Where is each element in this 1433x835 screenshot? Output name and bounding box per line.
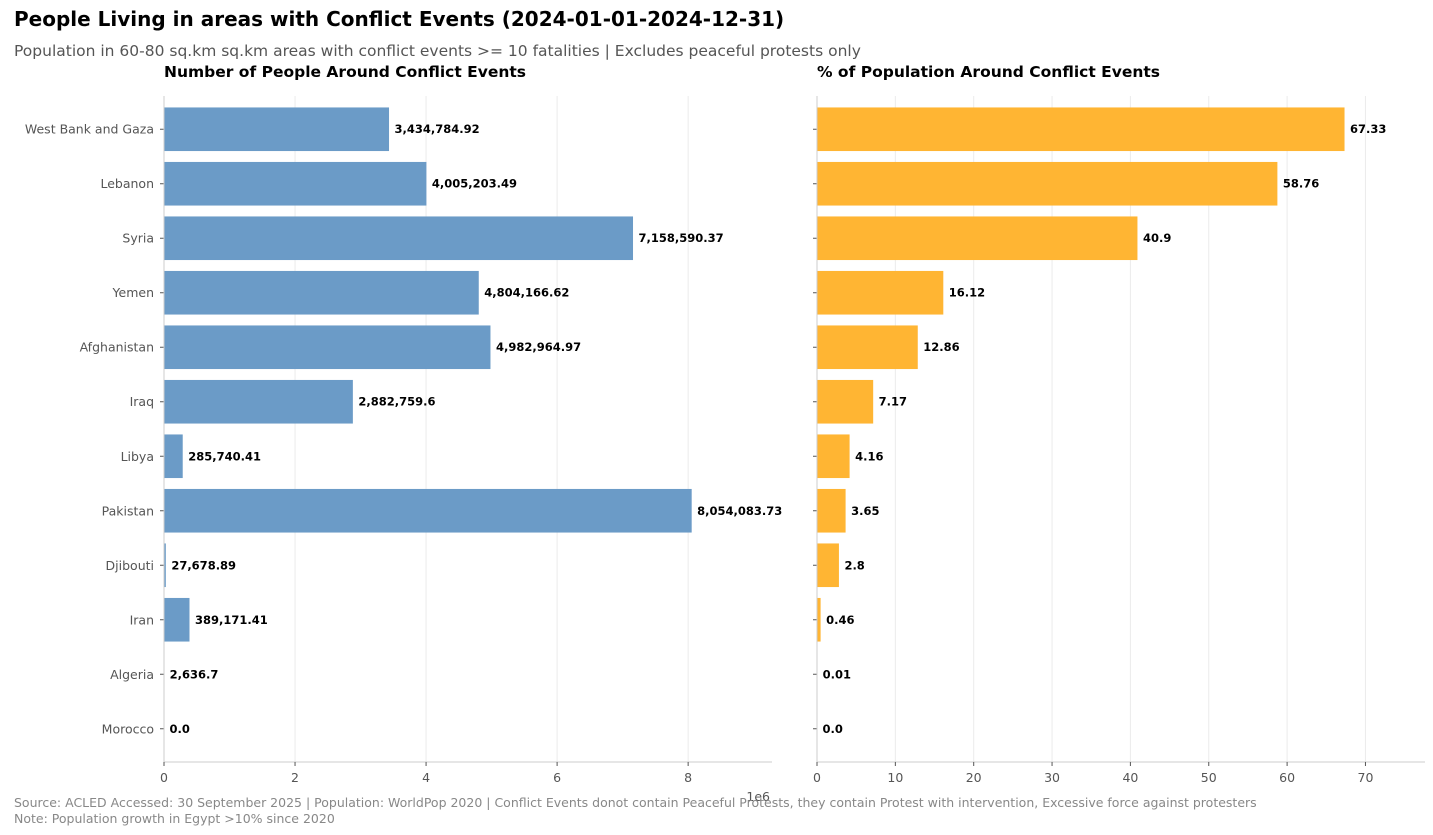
value-label: 3.65 <box>851 504 879 518</box>
value-label: 8,054,083.73 <box>697 504 782 518</box>
x-axis-offset-label: 1e6 <box>746 789 770 804</box>
bar-libya <box>817 434 850 479</box>
value-label: 389,171.41 <box>195 613 268 627</box>
bar-iraq <box>817 379 874 424</box>
x-tick-label: 40 <box>1122 770 1138 785</box>
category-label: Yemen <box>112 285 154 300</box>
value-label: 2.8 <box>844 558 864 572</box>
category-label: Algeria <box>110 667 154 682</box>
x-tick-label: 4 <box>422 770 430 785</box>
panel-title: % of Population Around Conflict Events <box>817 63 1160 81</box>
category-label: Djibouti <box>106 558 154 573</box>
bar-afghanistan <box>817 325 918 370</box>
value-label: 0.01 <box>823 667 851 681</box>
value-label: 4,804,166.62 <box>484 286 569 300</box>
bar-syria <box>164 216 634 261</box>
bar-iran <box>817 597 821 642</box>
x-tick-label: 70 <box>1358 770 1374 785</box>
category-label: Iraq <box>130 394 154 409</box>
bar-yemen <box>164 270 479 315</box>
x-tick-label: 30 <box>1044 770 1060 785</box>
category-label: Lebanon <box>100 176 154 191</box>
footer-note: Note: Population growth in Egypt >10% si… <box>14 811 335 826</box>
bar-lebanon <box>164 161 427 206</box>
panel-title: Number of People Around Conflict Events <box>164 63 526 81</box>
value-label: 3,434,784.92 <box>395 122 480 136</box>
category-label: Afghanistan <box>80 340 154 355</box>
x-tick-label: 8 <box>684 770 692 785</box>
bar-west-bank-and-gaza <box>164 107 390 152</box>
value-label: 2,636.7 <box>170 667 219 681</box>
value-label: 4,982,964.97 <box>496 340 581 354</box>
bar-pakistan <box>164 488 692 533</box>
value-label: 4,005,203.49 <box>432 177 517 191</box>
bar-west-bank-and-gaza <box>817 107 1345 152</box>
category-label: Syria <box>122 231 154 246</box>
value-label: 4.16 <box>855 449 883 463</box>
x-tick-label: 50 <box>1201 770 1217 785</box>
value-label: 7.17 <box>879 395 907 409</box>
footer-source: Source: ACLED Accessed: 30 September 202… <box>14 795 1257 810</box>
bar-afghanistan <box>164 325 491 370</box>
x-tick-label: 2 <box>291 770 299 785</box>
bar-lebanon <box>817 161 1278 206</box>
value-label: 67.33 <box>1350 122 1386 136</box>
category-label: Morocco <box>102 721 154 736</box>
bar-djibouti <box>817 543 839 588</box>
bar-syria <box>817 216 1138 261</box>
bar-pakistan <box>817 488 846 533</box>
x-tick-label: 20 <box>966 770 982 785</box>
x-tick-label: 0 <box>813 770 821 785</box>
value-label: 16.12 <box>949 286 985 300</box>
chart-subtitle: Population in 60-80 sq.km sq.km areas wi… <box>14 42 861 60</box>
value-label: 58.76 <box>1283 177 1319 191</box>
bar-libya <box>164 434 183 479</box>
x-tick-label: 6 <box>553 770 561 785</box>
value-label: 7,158,590.37 <box>639 231 724 245</box>
x-tick-label: 60 <box>1279 770 1295 785</box>
value-label: 12.86 <box>923 340 959 354</box>
value-label: 285,740.41 <box>188 449 261 463</box>
chart-title: People Living in areas with Conflict Eve… <box>14 7 784 31</box>
bar-djibouti <box>164 543 166 588</box>
category-label: West Bank and Gaza <box>25 122 154 137</box>
value-label: 0.46 <box>826 613 854 627</box>
x-tick-label: 10 <box>887 770 903 785</box>
percent-panel: % of Population Around Conflict Events 67… <box>813 63 1425 785</box>
value-label: 2,882,759.6 <box>358 395 435 409</box>
value-label: 27,678.89 <box>171 558 236 572</box>
value-label: 0.0 <box>170 722 190 736</box>
category-label: Pakistan <box>102 503 154 518</box>
category-label: Iran <box>130 612 154 627</box>
bar-iraq <box>164 379 353 424</box>
value-label: 40.9 <box>1143 231 1171 245</box>
bar-iran <box>164 597 190 642</box>
value-label: 0.0 <box>823 722 843 736</box>
population-panel: Number of People Around Conflict Events W… <box>25 63 782 804</box>
bar-yemen <box>817 270 944 315</box>
x-tick-label: 0 <box>160 770 168 785</box>
category-label: Libya <box>121 449 154 464</box>
